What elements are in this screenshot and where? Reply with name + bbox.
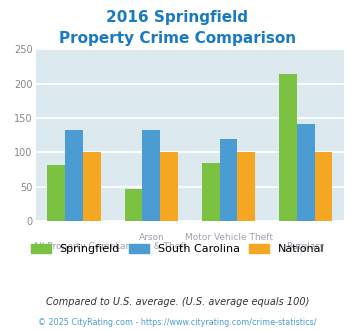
Bar xyxy=(279,74,297,221)
Bar xyxy=(315,152,332,221)
Bar xyxy=(125,189,142,221)
Bar xyxy=(65,130,83,221)
Bar xyxy=(220,139,237,221)
Bar xyxy=(48,165,65,221)
Bar xyxy=(297,124,315,221)
Text: Motor Vehicle Theft: Motor Vehicle Theft xyxy=(185,233,273,243)
Bar xyxy=(160,152,178,221)
Text: Larceny & Theft: Larceny & Theft xyxy=(115,242,187,251)
Bar xyxy=(142,130,160,221)
Text: Compared to U.S. average. (U.S. average equals 100): Compared to U.S. average. (U.S. average … xyxy=(46,297,309,307)
Bar xyxy=(202,163,220,221)
Text: All Property Crime: All Property Crime xyxy=(33,242,115,251)
Bar xyxy=(237,152,255,221)
Text: Burglary: Burglary xyxy=(286,242,325,251)
Legend: Springfield, South Carolina, National: Springfield, South Carolina, National xyxy=(26,239,329,258)
Text: 2016 Springfield: 2016 Springfield xyxy=(106,10,248,25)
Text: © 2025 CityRating.com - https://www.cityrating.com/crime-statistics/: © 2025 CityRating.com - https://www.city… xyxy=(38,318,317,327)
Text: Property Crime Comparison: Property Crime Comparison xyxy=(59,31,296,46)
Text: Arson: Arson xyxy=(138,233,164,243)
Bar xyxy=(83,152,101,221)
